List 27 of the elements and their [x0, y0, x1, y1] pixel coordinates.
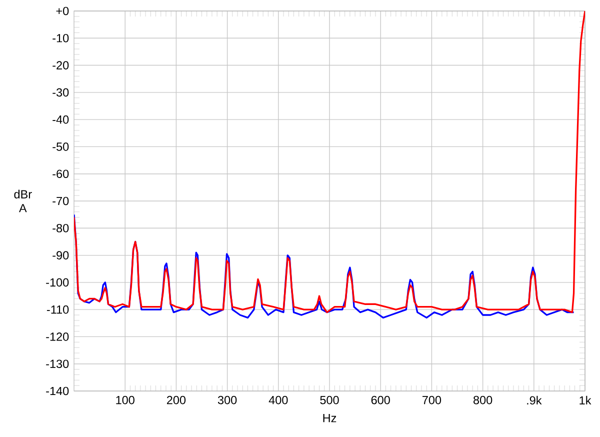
y-tick-label: -80 [52, 224, 69, 232]
x-tick-label: 800 [474, 396, 492, 404]
y-axis-title: dBr A [14, 190, 32, 212]
x-tick-label: 500 [320, 396, 339, 404]
y-tick-label: -50 [52, 142, 69, 151]
x-tick-label: 400 [268, 396, 288, 404]
x-axis-title: Hz [323, 414, 336, 422]
y-tick-label: +0 [56, 6, 69, 16]
y-tick-label: -100 [46, 278, 69, 287]
y-tick-label: -30 [52, 88, 69, 97]
y-tick-label: -70 [52, 196, 69, 206]
y-tick-label: -120 [46, 332, 69, 341]
x-tick-label: 100 [116, 396, 134, 404]
y-tick-label: -110 [46, 305, 69, 314]
x-tick-label: 200 [166, 396, 186, 404]
y-tick-label: -60 [52, 170, 69, 178]
x-tick-label: 1k [580, 396, 592, 404]
x-tick-label: 700 [422, 396, 442, 404]
y-tick-label: -130 [46, 360, 69, 368]
y-tick-label: -20 [52, 61, 69, 70]
x-tick-label: 300 [218, 396, 237, 404]
x-tick-label: 600 [371, 396, 390, 404]
y-tick-label: -40 [52, 115, 69, 124]
x-tick-label: .9k [527, 396, 542, 405]
y-tick-label: -90 [52, 251, 69, 260]
y-tick-label: -140 [46, 386, 69, 396]
y-tick-label: -10 [52, 34, 69, 42]
